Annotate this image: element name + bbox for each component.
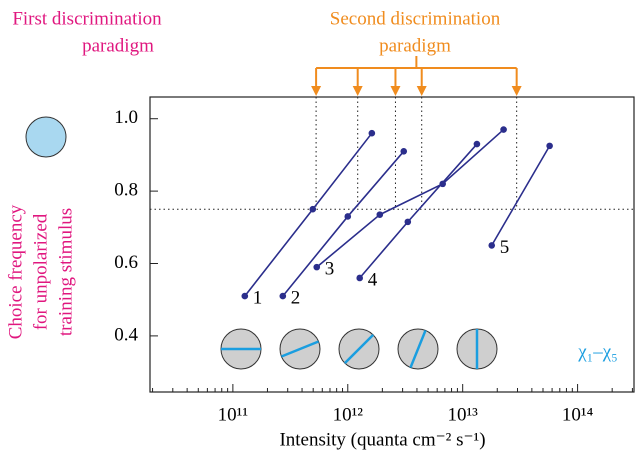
arrow-head xyxy=(390,86,401,96)
x-axis-label: Intensity (quanta cm⁻² s⁻¹) xyxy=(279,429,485,450)
data-point xyxy=(313,263,321,271)
series-label: 1 xyxy=(253,287,263,308)
x-tick-label: 10¹¹ xyxy=(218,404,249,425)
data-point xyxy=(488,242,496,249)
x-tick-label: 10¹³ xyxy=(447,404,478,425)
series-label: 2 xyxy=(291,287,301,308)
data-point xyxy=(344,213,352,220)
second-paradigm-label: paradigm xyxy=(379,35,451,56)
arrow-head xyxy=(352,86,363,96)
series-line xyxy=(359,143,478,279)
data-point xyxy=(241,292,249,300)
y-axis-label: training stimulus xyxy=(55,208,76,336)
arrow-head xyxy=(511,86,522,96)
data-point xyxy=(500,126,507,133)
first-paradigm-label: First discrimination xyxy=(12,8,162,29)
y-tick-label: 1.0 xyxy=(114,107,138,128)
polarizer-axis xyxy=(343,333,375,365)
data-point xyxy=(279,292,287,300)
first-paradigm-label: paradigm xyxy=(82,35,154,56)
polarizer-axis xyxy=(409,329,427,369)
data-point xyxy=(368,129,376,137)
data-point xyxy=(404,218,412,226)
data-point xyxy=(546,142,553,150)
x-tick-label: 10¹² xyxy=(333,404,364,425)
y-tick-label: 0.6 xyxy=(114,252,138,273)
data-point xyxy=(356,274,364,282)
series-label: 4 xyxy=(368,269,378,290)
y-axis-label: Choice frequency xyxy=(5,204,26,339)
series-line xyxy=(316,128,505,268)
stimulus-label: χ₁–χ₅ xyxy=(577,341,618,362)
x-tick-label: 10¹⁴ xyxy=(562,404,594,425)
y-tick-label: 0.4 xyxy=(114,324,138,345)
series-label: 5 xyxy=(500,237,510,258)
polarizer-axis xyxy=(280,340,320,358)
series-line xyxy=(491,145,551,246)
y-tick-label: 0.8 xyxy=(114,179,138,200)
arrow-head xyxy=(311,86,322,96)
series-label: 3 xyxy=(325,258,335,279)
second-paradigm-label: Second discrimination xyxy=(330,8,501,29)
y-axis-label: for unpolarized xyxy=(30,213,51,330)
data-point xyxy=(376,211,384,218)
series-line xyxy=(244,132,373,297)
data-point xyxy=(473,140,481,148)
plot-frame xyxy=(149,96,635,393)
data-point xyxy=(309,205,317,213)
arrow-head xyxy=(416,86,427,96)
unpolarized-icon xyxy=(25,116,67,158)
data-point xyxy=(400,147,408,155)
